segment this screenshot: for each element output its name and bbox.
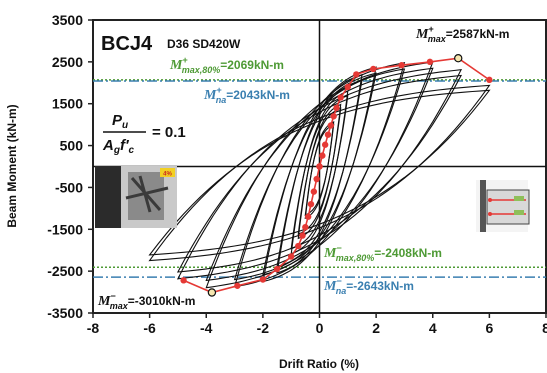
svg-text:M+na=2043kN-m: M+ na=2043kN-m [203,85,290,105]
x-tick-label: -8 [87,320,100,336]
envelope-point [295,242,302,250]
annotation-mna-pos: M+ na=2043kN-m [203,85,290,105]
y-tick-label: -2500 [47,263,83,279]
hysteresis-loop [290,94,349,250]
svg-text:M+max,80%=2069kN-m: M+ max,80%=2069kN-m [169,55,284,75]
reference-lines [93,79,546,278]
hysteresis-loop [148,84,491,262]
y-tick-label: 500 [60,138,84,154]
envelope-point [426,58,434,66]
hysteresis-loop [262,66,377,283]
svg-text:Pu: Pu [112,112,128,131]
annotation-mna-neg: M− na=-2643kN-m [323,276,414,296]
joint-schematic-icon [476,180,530,232]
envelope-point [180,277,187,284]
annotation-mmax-pos: M+ max=2587kN-m [415,24,509,44]
envelope-point [333,104,340,112]
annotation-mmax80-pos: M+ max,80%=2069kN-m [169,55,284,75]
hysteresis-loop [176,69,463,280]
envelope-point [273,265,281,273]
envelope-point [259,276,267,283]
specimen-photo: 4% [95,166,177,228]
envelope-point [313,175,320,183]
hysteresis-curves [148,61,491,289]
envelope-point [370,65,377,73]
envelope-point [304,213,312,220]
envelope-point [310,188,318,195]
hysteresis-loop [176,74,463,273]
y-tick-label: 1500 [52,96,83,112]
y-tick-label: 3500 [52,12,83,28]
envelope-point [330,113,337,120]
envelope-point [353,71,360,78]
svg-text:M−max=-3010kN-m: M− max=-3010kN-m [97,291,195,311]
annotation-mmax80-neg: M− max,80%=-2408kN-m [323,243,442,263]
x-tick-label: -2 [257,320,270,336]
svg-text:Agf′c: Agf′c [102,137,135,156]
y-axis: 3500 2500 1500 500 -500 -1500 -2500 -3500 [47,12,93,321]
specimen-detail: D36 SD420W [167,37,241,51]
envelope-point [321,141,329,148]
svg-text:M−na=-2643kN-m: M− na=-2643kN-m [323,276,414,296]
svg-text:= 0.1: = 0.1 [152,124,186,141]
envelope-point [344,83,352,91]
hysteresis-loop [262,72,377,276]
y-tick-label: -3500 [47,305,83,321]
hysteresis-loop [233,61,406,288]
envelope-point [324,131,332,138]
x-tick-label: 0 [316,320,324,336]
photo-drift-label: 4% [163,172,172,178]
envelope-point [302,223,309,231]
envelope-point [398,62,405,69]
x-tick-label: 6 [485,320,493,336]
envelope-point [307,200,315,208]
axial-load-ratio: Pu Agf′c = 0.1 [102,112,186,156]
envelope-series [180,54,493,297]
envelope-point [299,232,306,239]
envelope-point [319,152,326,159]
peak-marker [207,288,217,297]
envelope-point [327,122,335,129]
envelope-point [337,94,344,101]
envelope-point [234,282,241,289]
specimen-title: BCJ4 [101,33,153,55]
hysteresis-loop [205,67,434,282]
svg-text:M−max,80%=-2408kN-m: M− max,80%=-2408kN-m [323,243,442,263]
hysteresis-loop [297,107,342,235]
annotation-mmax-neg: M− max=-3010kN-m [97,291,195,311]
y-tick-label: -1500 [47,221,83,237]
x-tick-label: 4 [429,320,437,336]
hysteresis-loop [233,68,406,281]
x-tick-label: -6 [143,320,156,336]
peak-marker [454,54,463,63]
envelope-point [486,76,493,84]
x-axis: -8 -6 -4 -2 0 2 4 6 8 [87,313,547,336]
x-tick-label: 2 [372,320,380,336]
x-tick-label: -4 [200,320,213,336]
y-tick-label: 2500 [52,54,83,70]
envelope-point [287,253,295,260]
svg-text:M+max=2587kN-m: M+ max=2587kN-m [415,24,509,44]
x-tick-label: 8 [542,320,547,336]
y-tick-label: -500 [55,179,83,195]
x-axis-label: Drift Ratio (%) [279,357,359,371]
envelope-point [316,163,323,170]
hysteresis-loop [148,89,491,256]
y-axis-label: Beam Moment (kN-m) [5,104,19,227]
